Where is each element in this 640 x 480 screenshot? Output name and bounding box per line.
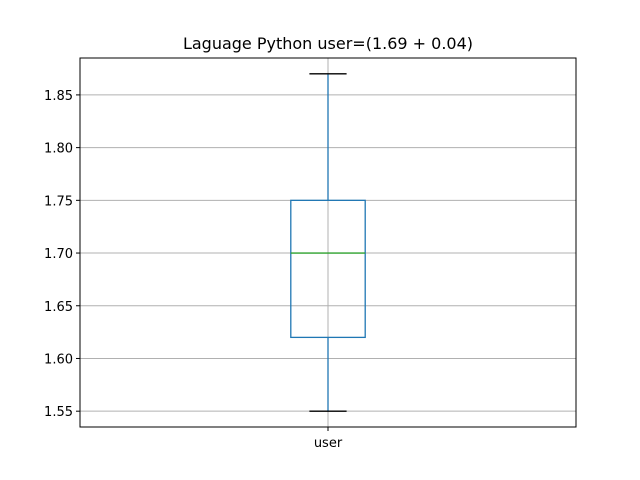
y-tick-label: 1.55 [44, 405, 73, 420]
boxes [290, 73, 366, 412]
y-axis: 1.55 1.60 1.65 1.70 1.75 1.80 1.85 [44, 89, 80, 420]
y-tick-label: 1.65 [44, 300, 73, 315]
x-tick-label: user [314, 436, 343, 451]
y-tick-label: 1.70 [44, 247, 73, 262]
chart-title: Laguage Python user=(1.69 + 0.04) [183, 34, 473, 53]
y-tick-label: 1.75 [44, 194, 73, 209]
y-tick-label: 1.80 [44, 142, 73, 157]
y-tick-label: 1.85 [44, 89, 73, 104]
x-axis: user [314, 427, 343, 451]
y-tick-label: 1.60 [44, 352, 73, 367]
interquartile-box [290, 199, 366, 339]
